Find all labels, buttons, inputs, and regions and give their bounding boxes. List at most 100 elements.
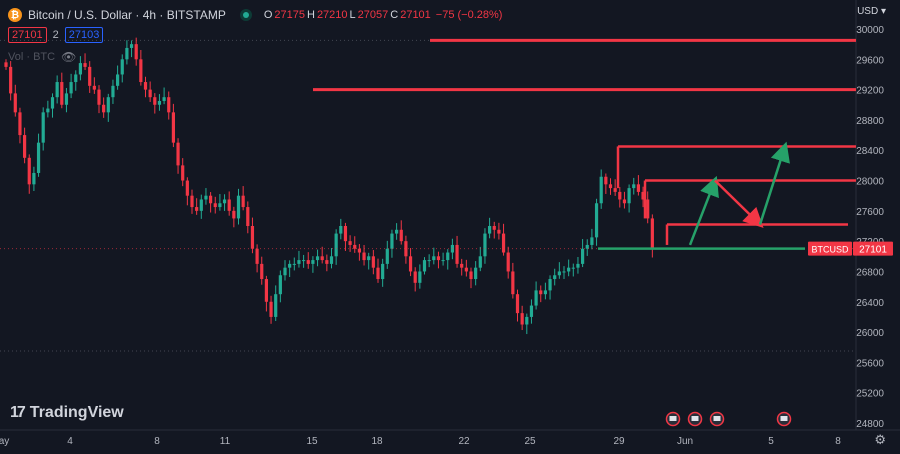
candle-body xyxy=(255,248,259,264)
candle-body xyxy=(390,233,394,249)
candle-body xyxy=(492,226,496,230)
candle-body xyxy=(199,199,203,211)
candle-body xyxy=(455,244,459,264)
candle-body xyxy=(627,188,631,204)
candle-body xyxy=(241,195,245,208)
candle-body xyxy=(408,256,413,272)
candle-body xyxy=(604,176,608,185)
forecast-down-arrow xyxy=(714,179,764,228)
candle-body xyxy=(478,256,482,268)
candle-body xyxy=(334,233,338,257)
candle-body xyxy=(427,260,431,262)
candle-body xyxy=(176,142,180,166)
x-tick-label: 25 xyxy=(524,436,536,447)
low-label: L xyxy=(349,9,356,21)
candle-body xyxy=(548,279,552,291)
candle-body xyxy=(529,305,534,317)
x-tick-label: 8 xyxy=(835,436,841,447)
y-tick-label: 24800 xyxy=(856,419,884,430)
candle-body xyxy=(567,267,571,272)
candle-body xyxy=(306,260,310,264)
candle-body xyxy=(69,82,73,94)
candle-body xyxy=(436,256,441,261)
currency-label: USD xyxy=(857,6,879,17)
tradingview-mark-icon: 17 xyxy=(10,404,26,421)
sell-price-button[interactable]: 27101 xyxy=(8,27,47,43)
candle-body xyxy=(227,199,231,211)
candle-body xyxy=(446,252,450,261)
candle-body xyxy=(297,260,301,264)
candle-body xyxy=(209,195,213,204)
candle-body xyxy=(9,66,13,94)
candle-body xyxy=(116,74,120,86)
candle-body xyxy=(594,203,599,238)
x-tick-label: 5 xyxy=(768,436,774,447)
forecast-up-arrow-2 xyxy=(758,141,790,225)
x-tick-label: 22 xyxy=(458,436,470,447)
candle-body xyxy=(88,66,92,86)
candle-body xyxy=(441,260,445,262)
spread-value: 2 xyxy=(52,29,59,41)
bitcoin-icon: ₿ xyxy=(8,8,22,22)
candle-body xyxy=(260,263,264,280)
y-tick-label: 25200 xyxy=(856,389,884,400)
candle-body xyxy=(204,195,208,200)
candle-body xyxy=(636,184,640,192)
candle-body xyxy=(283,267,287,276)
volume-label: Vol · BTC xyxy=(8,51,56,63)
candle-body xyxy=(32,172,36,185)
y-tick-label: 26800 xyxy=(856,267,884,278)
candle-body xyxy=(218,203,222,208)
candle-body xyxy=(315,256,320,261)
candle-body xyxy=(539,290,543,295)
market-status-icon[interactable] xyxy=(239,9,252,21)
candle-body xyxy=(576,263,580,268)
candle-body xyxy=(288,263,292,268)
candle-body xyxy=(278,275,282,295)
open-value: 27175 xyxy=(274,9,305,21)
candle-body xyxy=(376,267,380,280)
candle-body xyxy=(488,226,492,234)
high-label: H xyxy=(306,9,315,21)
symbol-tag-label: BTCUSD xyxy=(811,245,849,255)
candle-body xyxy=(134,44,138,60)
currency-selector[interactable]: USD ▾ xyxy=(857,6,886,17)
candle-body xyxy=(190,195,194,208)
candle-body xyxy=(385,248,389,264)
candle-body xyxy=(432,256,436,261)
candle-body xyxy=(474,267,478,280)
candle-body xyxy=(143,82,148,90)
symbol-title[interactable]: Bitcoin / U.S. Dollar · 4h · BITSTAMP xyxy=(28,8,226,22)
candle-body xyxy=(413,271,417,283)
gear-icon[interactable]: ⚙ xyxy=(874,432,886,447)
symbol-tag-bg xyxy=(808,241,852,256)
candle-body xyxy=(236,195,241,219)
candle-body xyxy=(60,82,64,105)
chart-header: ₿ Bitcoin / U.S. Dollar · 4h · BITSTAMP … xyxy=(8,6,502,24)
high-value: 27210 xyxy=(316,9,348,21)
candle-body xyxy=(618,191,622,200)
y-tick-label: 29600 xyxy=(856,55,884,66)
y-tick-label: 30000 xyxy=(856,25,884,36)
candle-body xyxy=(641,191,645,200)
buy-price-button[interactable]: 27103 xyxy=(64,27,104,43)
candle-body xyxy=(622,199,627,204)
candle-body xyxy=(4,62,8,67)
candle-body xyxy=(292,263,296,265)
candle-body xyxy=(515,294,520,314)
candle-body xyxy=(246,207,250,226)
candle-body xyxy=(339,226,343,234)
candle-body xyxy=(381,263,385,280)
candle-body xyxy=(41,112,45,143)
candle-body xyxy=(422,260,427,272)
eye-icon[interactable]: 👁 xyxy=(61,50,77,64)
y-tick-label: 25600 xyxy=(856,358,884,369)
x-tick-label: 18 xyxy=(371,436,383,447)
tradingview-logo-text: TradingView xyxy=(29,404,124,421)
candle-body xyxy=(55,82,59,98)
candle-body xyxy=(325,260,329,264)
candle-body xyxy=(264,279,268,302)
volume-indicator-row[interactable]: Vol · BTC 👁 xyxy=(8,50,76,64)
candle-body xyxy=(153,97,157,105)
